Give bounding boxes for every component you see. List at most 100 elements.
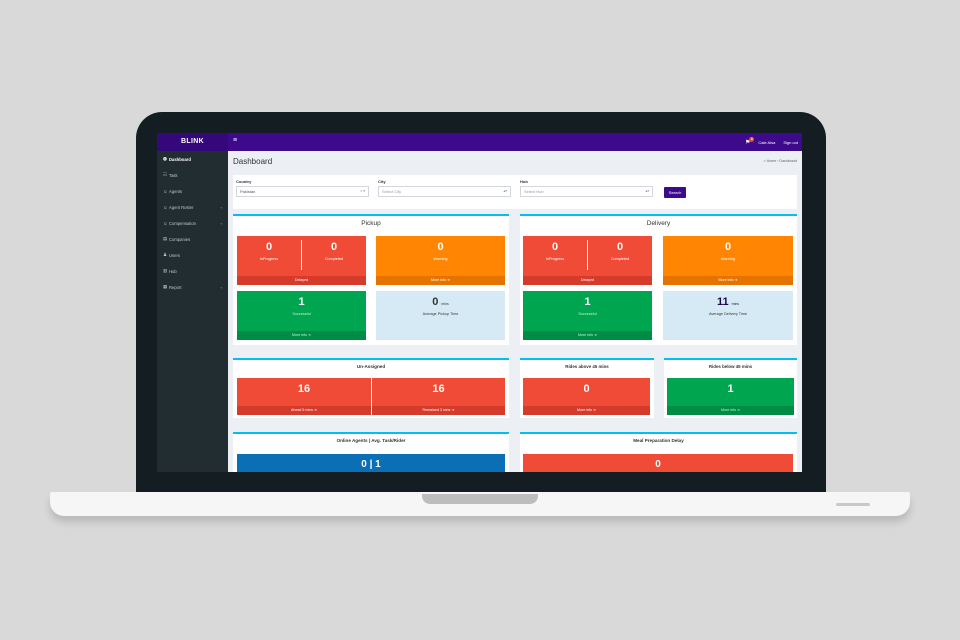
meal-delay-tile[interactable]: 0 (523, 454, 793, 472)
hub-select[interactable]: Select Hub ▴▾ (520, 186, 653, 197)
dropdown-arrow-icon: ▴▾ (503, 189, 507, 193)
sidebar-item-label: Users (169, 252, 180, 258)
users-icon: ♟ (163, 252, 168, 257)
country-value: Pakistan (240, 189, 256, 194)
pickup-warning-tile[interactable]: 0 Warning More info ➔ (376, 236, 505, 285)
hub-label: Hub (520, 179, 528, 184)
sidebar-item-compensation[interactable]: ☺ Compensation ‹ (157, 215, 228, 231)
delivery-successful-more-info[interactable]: More info ➔ (523, 331, 652, 340)
dropdown-arrow-icon: ▴▾ (645, 189, 649, 193)
unassigned-remained-value: 16 (432, 383, 445, 395)
sidebar-item-agents[interactable]: ☺ Agents (157, 183, 228, 199)
pickup-successful-label: Successful (292, 312, 311, 316)
sidebar-item-dashboard[interactable]: ◍ Dashboard (157, 151, 228, 167)
delivery-successful-value: 1 (584, 296, 591, 308)
clear-dropdown-icon[interactable]: × ▾ (360, 189, 365, 193)
breadcrumb-home[interactable]: ⌂ Home (763, 159, 777, 163)
delivery-warning-label: Warning (721, 257, 735, 261)
unassigned-ahead-value: 16 (297, 383, 311, 395)
delivery-warning-more-info[interactable]: More info ➔ (663, 276, 793, 285)
sidebar-item-label: Report (169, 284, 182, 290)
hub-placeholder: Select Hub (524, 189, 544, 194)
online-agents-value: 0 | 1 (361, 459, 381, 470)
delivery-title: Delivery (646, 220, 671, 227)
pickup-successful-tile[interactable]: 1 Successful More info ➔ (237, 291, 366, 340)
sidebar-item-label: Dashboard (169, 156, 191, 162)
rides-above-more-info[interactable]: More info ➔ (523, 406, 650, 415)
sidebar-item-label: Task (169, 172, 178, 178)
pickup-panel: Pickup 0 InProgress 0 Completed Delayed … (233, 214, 509, 345)
delivery-delayed-link[interactable]: Delayed (523, 276, 652, 285)
delivery-successful-tile[interactable]: 1 Successful More info ➔ (523, 291, 652, 340)
menu-toggle-icon[interactable]: ≡ (233, 137, 238, 144)
sidebar-item-users[interactable]: ♟ Users (157, 247, 228, 263)
companies-icon: ▤ (163, 236, 168, 241)
search-button[interactable]: Search (664, 187, 686, 198)
breadcrumb: ⌂ Home › Dashboard (763, 159, 797, 163)
sidebar-item-label: Agent Roster (169, 204, 194, 210)
city-label: City (378, 179, 386, 184)
pickup-successful-more-info[interactable]: More info ➔ (237, 331, 366, 340)
notifications-icon[interactable]: ⚑ 8 (745, 136, 755, 146)
pickup-average-row: 0 mins (376, 296, 505, 308)
notification-badge: 8 (749, 136, 755, 142)
rides-below-more-info[interactable]: More info ➔ (667, 406, 794, 415)
delivery-average-label: Average Delivery Time (708, 312, 748, 316)
country-label: Country (236, 179, 252, 184)
signout-link[interactable]: Sign out (783, 139, 798, 145)
pickup-status-tile[interactable]: 0 InProgress 0 Completed Delayed (237, 236, 366, 285)
report-icon: ▦ (163, 284, 168, 289)
pickup-delayed-link[interactable]: Delayed (237, 276, 366, 285)
meal-delay-value: 0 (655, 459, 661, 470)
rides-below-value: 1 (727, 383, 734, 395)
unassigned-ahead-link[interactable]: Ahead 5 mins ➔ (237, 406, 371, 415)
task-icon: ☷ (163, 172, 168, 177)
unassigned-remained-link[interactable]: Remained 3 mins ➔ (372, 406, 505, 415)
sidebar-item-agent-roster[interactable]: ☺ Agent Roster ‹ (157, 199, 228, 215)
pickup-warning-value: 0 (437, 241, 444, 253)
pickup-average-unit: mins (441, 302, 449, 306)
online-agents-tile[interactable]: 0 | 1 (237, 454, 505, 472)
sidebar-item-report[interactable]: ▦ Report ‹ (157, 279, 228, 295)
roster-icon: ☺ (163, 204, 168, 210)
brand-logo[interactable]: BLINK (157, 133, 228, 151)
rides-below-tile[interactable]: 1 More info ➔ (667, 378, 794, 415)
sidebar-item-label: Compensation (169, 220, 197, 226)
pickup-warning-more-info[interactable]: More info ➔ (376, 276, 505, 285)
city-placeholder: Select City (382, 189, 402, 194)
delivery-warning-value: 0 (724, 241, 732, 253)
unassigned-ahead-tile[interactable]: 16 Ahead 5 mins ➔ (237, 378, 371, 415)
country-select[interactable]: Pakistan × ▾ (236, 186, 369, 197)
delivery-inprogress-value: 0 (551, 241, 559, 253)
pickup-average-label: Average Pickup Time (422, 312, 459, 316)
rides-below-title: Rides below 45 mins (708, 364, 753, 369)
delivery-status-tile[interactable]: 0 InProgress 0 Completed Delayed (523, 236, 652, 285)
chevron-left-icon: ‹ (220, 220, 222, 226)
pickup-title: Pickup (361, 220, 381, 227)
city-select[interactable]: Select City ▴▾ (378, 186, 511, 197)
sidebar-item-label: Agents (169, 188, 183, 194)
delivery-panel: Delivery 0 InProgress 0 Completed Delaye… (520, 214, 797, 345)
sidebar-item-companies[interactable]: ▤ Companies (157, 231, 228, 247)
agents-icon: ☺ (163, 188, 168, 194)
chevron-left-icon: ‹ (220, 204, 222, 210)
breadcrumb-current: Dashboard (779, 159, 797, 163)
sidebar-item-label: Hub (169, 268, 177, 274)
pickup-average-tile: 0 mins Average Pickup Time (376, 291, 505, 340)
delivery-average-tile: 11 mins Average Delivery Time (663, 291, 793, 340)
unassigned-panel: Un-Assigned 16 Ahead 5 mins ➔ 16 Remaine… (233, 358, 509, 418)
hub-icon: ▥ (163, 268, 168, 273)
sidebar-item-hub[interactable]: ▥ Hub (157, 263, 228, 279)
delivery-average-unit: mins (731, 302, 740, 306)
sidebar-item-task[interactable]: ☷ Task (157, 167, 228, 183)
unassigned-remained-tile[interactable]: 16 Remained 3 mins ➔ (372, 378, 505, 415)
user-name[interactable]: Cale Alsa (758, 139, 776, 145)
page-title: Dashboard (233, 157, 273, 166)
rides-below-panel: Rides below 45 mins 1 More info ➔ (664, 358, 797, 418)
tile-divider (587, 240, 588, 270)
laptop-slot (836, 503, 870, 506)
filter-box: Country Pakistan × ▾ City Select City ▴▾ H… (233, 175, 797, 209)
rides-above-tile[interactable]: 0 More info ➔ (523, 378, 650, 415)
online-agents-title: Online Agents | Avg. Task/Rider (336, 438, 406, 443)
delivery-warning-tile[interactable]: 0 Warning More info ➔ (663, 236, 793, 285)
